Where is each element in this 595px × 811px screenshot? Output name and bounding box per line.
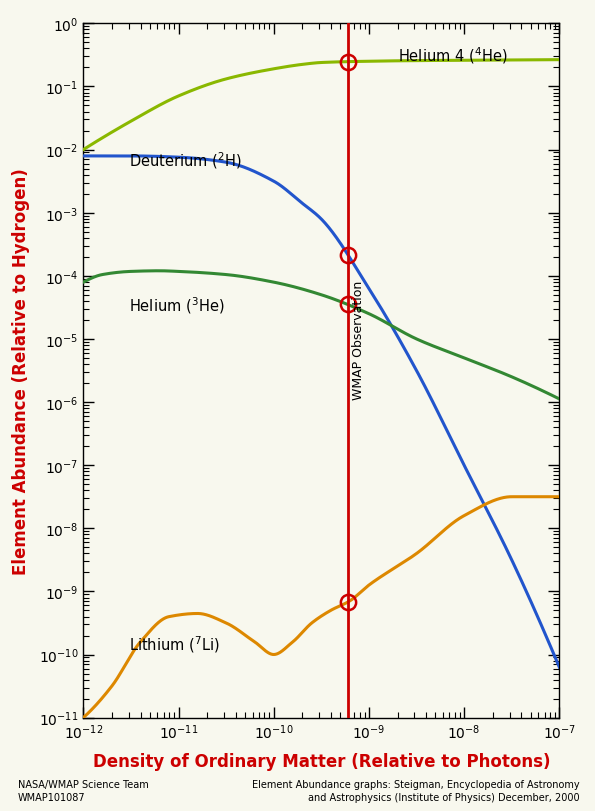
Text: Lithium ($^7$Li): Lithium ($^7$Li) (129, 633, 220, 654)
Text: Helium 4 ($^4$He): Helium 4 ($^4$He) (397, 45, 507, 66)
Text: Deuterium ($^2$H): Deuterium ($^2$H) (129, 150, 242, 170)
Text: Helium ($^3$He): Helium ($^3$He) (129, 295, 224, 315)
Text: and Astrophysics (Institute of Physics) December, 2000: and Astrophysics (Institute of Physics) … (308, 792, 580, 801)
X-axis label: Density of Ordinary Matter (Relative to Photons): Density of Ordinary Matter (Relative to … (93, 753, 550, 770)
Text: NASA/WMAP Science Team: NASA/WMAP Science Team (18, 779, 149, 788)
Text: WMAP101087: WMAP101087 (18, 792, 86, 801)
Text: Element Abundance graphs: Steigman, Encyclopedia of Astronomy: Element Abundance graphs: Steigman, Ency… (252, 779, 580, 788)
Y-axis label: Element Abundance (Relative to Hydrogen): Element Abundance (Relative to Hydrogen) (12, 168, 30, 574)
Text: WMAP Observation: WMAP Observation (352, 280, 365, 399)
